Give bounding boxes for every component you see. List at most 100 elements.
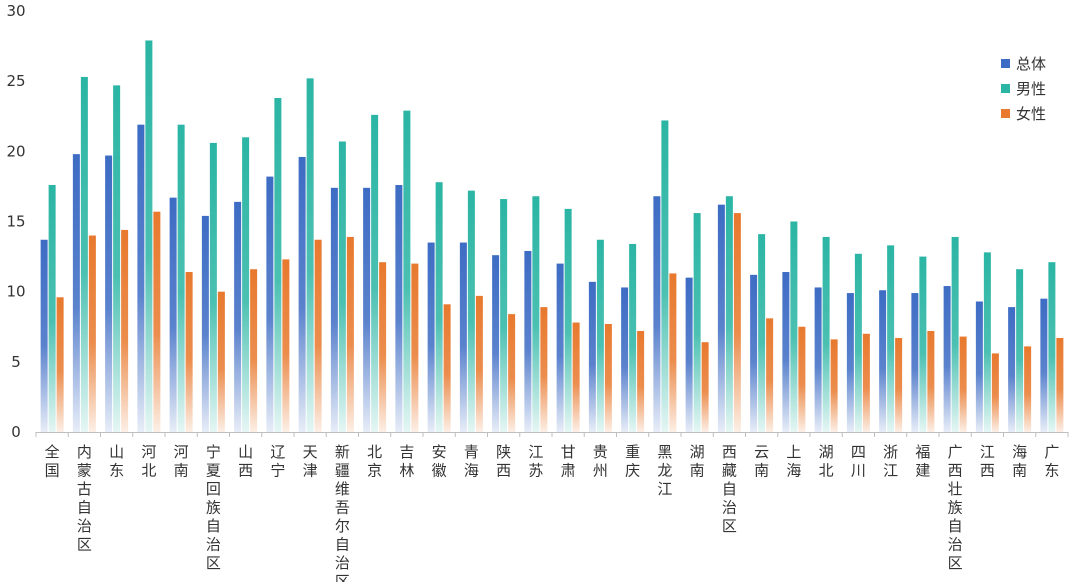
bar-女性-云南 bbox=[766, 318, 774, 432]
bar-男性-西藏自治区 bbox=[725, 196, 733, 432]
y-tick-label: 0 bbox=[11, 423, 21, 441]
bar-男性-山东 bbox=[113, 85, 121, 433]
category-label: 山东 bbox=[109, 443, 124, 480]
bars bbox=[40, 40, 1064, 433]
bar-女性-陕西 bbox=[508, 314, 516, 432]
category-label: 陕西 bbox=[496, 443, 511, 480]
bar-女性-全国 bbox=[56, 297, 64, 432]
category-label: 山西 bbox=[238, 443, 253, 480]
bar-女性-内蒙古自治区 bbox=[88, 235, 96, 432]
category-label: 青海 bbox=[464, 443, 479, 480]
category-label: 江西 bbox=[980, 443, 995, 480]
bar-女性-浙江 bbox=[895, 337, 903, 432]
category-label: 贵州 bbox=[593, 443, 608, 480]
bar-女性-河南 bbox=[185, 272, 193, 432]
bar-男性-重庆 bbox=[629, 243, 637, 432]
bar-男性-安徽 bbox=[435, 182, 443, 432]
legend-label: 男性 bbox=[1016, 80, 1046, 98]
bar-总体-重庆 bbox=[621, 287, 629, 432]
legend-label: 总体 bbox=[1016, 55, 1046, 73]
bar-总体-山西 bbox=[234, 201, 242, 432]
bar-男性-黑龙江 bbox=[661, 120, 669, 433]
bar-男性-天津 bbox=[306, 78, 314, 433]
bar-男性-河北 bbox=[145, 40, 153, 432]
bar-总体-湖南 bbox=[685, 277, 693, 432]
bar-男性-海南 bbox=[1016, 269, 1024, 432]
y-tick-label: 20 bbox=[6, 142, 25, 160]
bar-女性-西藏自治区 bbox=[733, 213, 741, 432]
bar-女性-重庆 bbox=[637, 330, 645, 432]
category-label: 西藏自治区 bbox=[722, 443, 737, 535]
bar-总体-吉林 bbox=[395, 185, 403, 432]
bar-男性-上海 bbox=[790, 221, 798, 432]
bar-男性-广东 bbox=[1048, 262, 1056, 432]
y-tick-label: 30 bbox=[6, 2, 25, 20]
bar-女性-辽宁 bbox=[282, 259, 290, 432]
bar-男性-河南 bbox=[177, 124, 185, 433]
bar-男性-新疆维吾尔自治区 bbox=[338, 141, 346, 432]
bar-总体-河北 bbox=[137, 124, 145, 433]
bar-男性-山西 bbox=[242, 137, 250, 433]
bar-总体-天津 bbox=[298, 156, 306, 433]
bar-总体-海南 bbox=[1008, 307, 1016, 432]
bar-女性-湖北 bbox=[830, 339, 838, 432]
category-label: 吉林 bbox=[399, 443, 414, 480]
bar-男性-贵州 bbox=[596, 239, 604, 432]
bar-女性-宁夏回族自治区 bbox=[217, 291, 225, 432]
bar-男性-陕西 bbox=[500, 199, 508, 432]
bar-女性-广西壮族自治区 bbox=[959, 336, 967, 432]
bar-男性-广西壮族自治区 bbox=[951, 236, 959, 432]
bar-女性-上海 bbox=[798, 326, 806, 432]
bar-总体-福建 bbox=[911, 293, 919, 432]
category-label: 黑龙江 bbox=[657, 443, 672, 498]
bar-男性-内蒙古自治区 bbox=[80, 76, 88, 432]
legend-swatch bbox=[1001, 84, 1010, 93]
bar-总体-黑龙江 bbox=[653, 196, 661, 432]
category-label: 河北 bbox=[141, 443, 156, 480]
bar-总体-江西 bbox=[975, 301, 983, 432]
category-label: 安徽 bbox=[432, 443, 447, 480]
bar-总体-全国 bbox=[40, 239, 48, 432]
bar-女性-四川 bbox=[862, 333, 870, 432]
category-label: 宁夏回族自治区 bbox=[206, 443, 221, 572]
bar-总体-浙江 bbox=[879, 290, 887, 432]
category-label: 福建 bbox=[915, 443, 930, 480]
category-label: 全国 bbox=[45, 443, 60, 480]
bar-女性-吉林 bbox=[411, 263, 419, 432]
bar-总体-河南 bbox=[169, 197, 177, 432]
category-label: 北京 bbox=[367, 443, 382, 480]
bar-男性-浙江 bbox=[887, 245, 895, 432]
y-tick-label: 5 bbox=[11, 353, 21, 371]
bar-总体-甘肃 bbox=[556, 263, 564, 432]
category-label: 内蒙古自治区 bbox=[77, 443, 92, 554]
bar-女性-北京 bbox=[379, 262, 387, 432]
bar-总体-广西壮族自治区 bbox=[943, 286, 951, 432]
bar-女性-新疆维吾尔自治区 bbox=[346, 236, 354, 432]
bar-总体-内蒙古自治区 bbox=[72, 154, 80, 432]
bar-总体-辽宁 bbox=[266, 176, 274, 432]
bar-男性-北京 bbox=[371, 114, 379, 432]
bar-总体-云南 bbox=[750, 274, 758, 432]
category-label: 四川 bbox=[851, 443, 866, 480]
bar-总体-江苏 bbox=[524, 250, 532, 432]
bar-总体-陕西 bbox=[492, 255, 500, 432]
category-label: 广东 bbox=[1044, 443, 1059, 480]
bar-总体-山东 bbox=[105, 155, 113, 432]
bar-女性-天津 bbox=[314, 239, 322, 432]
bar-男性-辽宁 bbox=[274, 98, 282, 433]
category-label: 广西壮族自治区 bbox=[948, 443, 963, 572]
legend-swatch bbox=[1001, 59, 1010, 68]
bar-总体-贵州 bbox=[588, 281, 596, 432]
bar-女性-甘肃 bbox=[572, 322, 580, 432]
bar-总体-湖北 bbox=[814, 287, 822, 432]
legend-swatch bbox=[1001, 109, 1010, 118]
bar-男性-四川 bbox=[854, 253, 862, 432]
category-label: 湖北 bbox=[819, 443, 834, 480]
bar-男性-湖南 bbox=[693, 213, 701, 432]
bar-女性-广东 bbox=[1056, 337, 1064, 432]
y-axis: 0 5 10 15 20 25 30 bbox=[6, 2, 25, 441]
y-tick-label: 10 bbox=[6, 283, 25, 301]
